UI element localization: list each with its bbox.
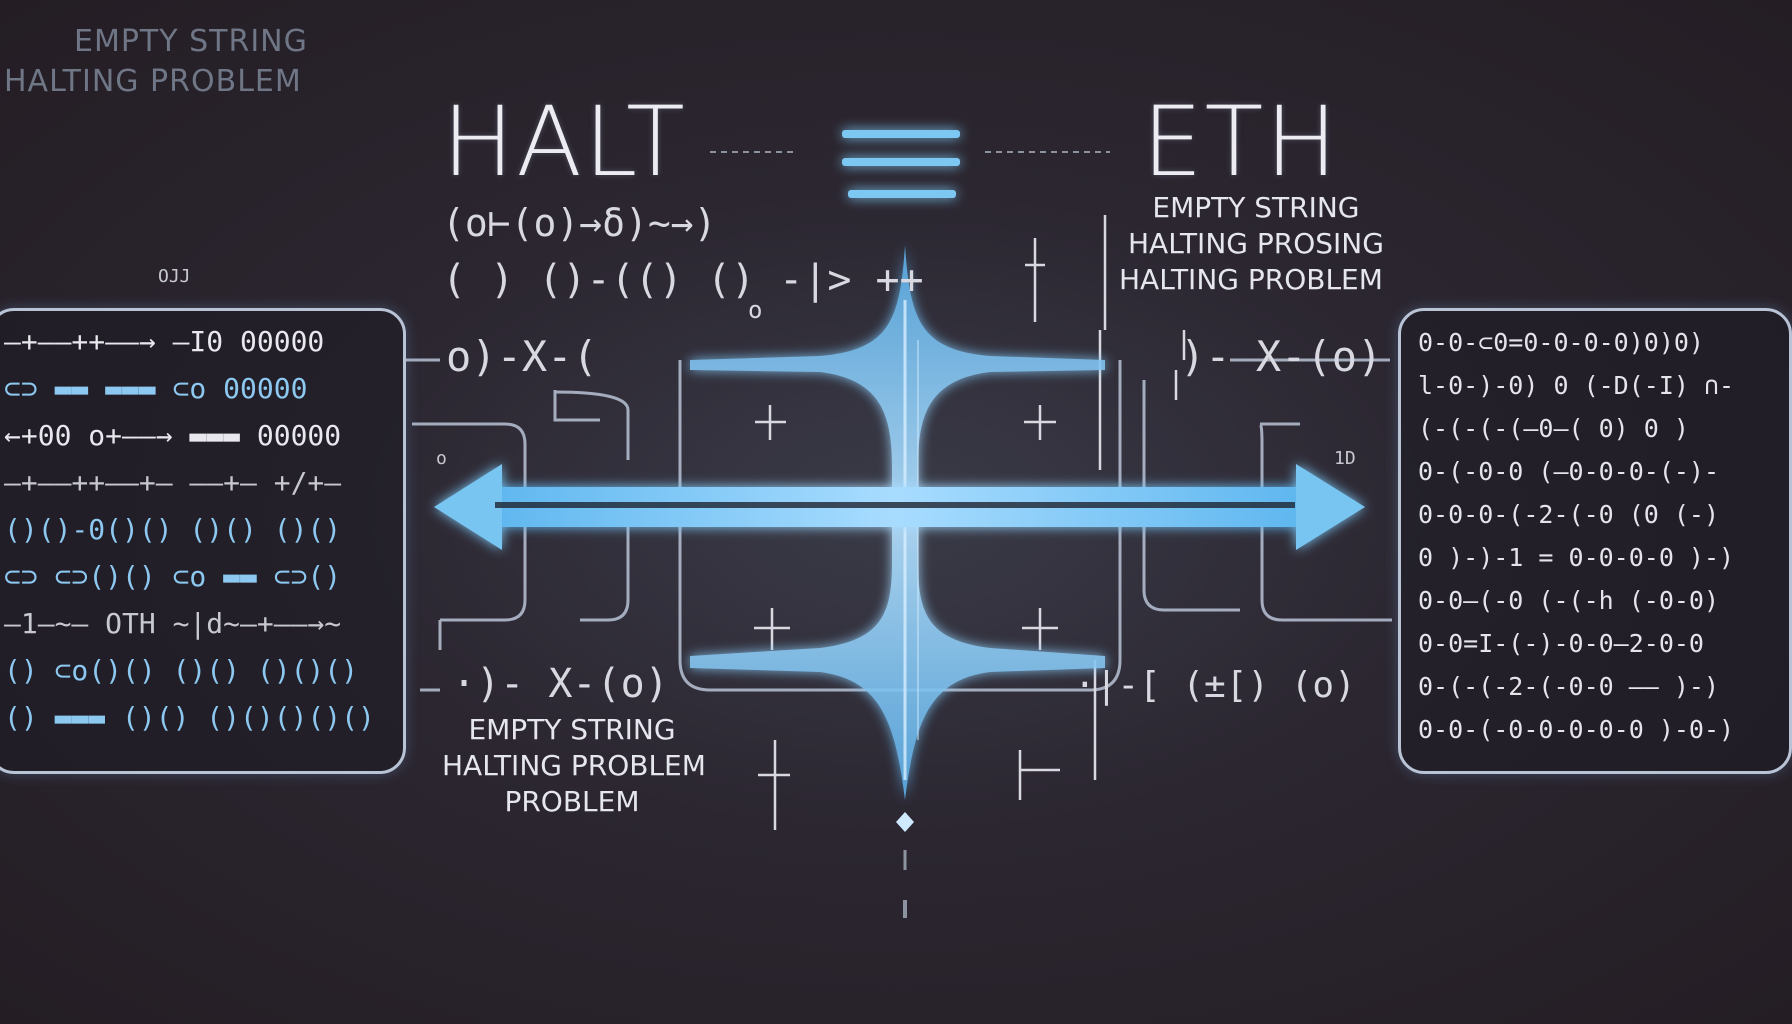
left-box-label: o [436, 448, 447, 469]
left-tape-panel [0, 308, 406, 774]
right-glyph-row-2: ·|-[ (±[) (o) [1074, 665, 1356, 706]
right-caption-line2: HALTING PROSING [1128, 227, 1384, 260]
left-tape-row: ⊂⊃ ▬▬ ▬▬▬ ⊂o 00000 [4, 372, 308, 405]
right-tape-row: 0-0-(-0-0-0-0-0 )-0-) [1418, 715, 1735, 744]
left-tape-row: —+——++——+— ——+— +/+— [4, 466, 342, 499]
title-eth: ETH [1142, 86, 1340, 198]
right-caption-line1: EMPTY STRING [1152, 191, 1360, 224]
corner-label-line1: EMPTY STRING [74, 24, 308, 59]
right-box-label: 1D [1334, 448, 1356, 469]
left-glyph-small: o [748, 296, 763, 324]
left-tape-row: —+——++——→ —I0 00000 [4, 325, 325, 358]
right-tape-panel [1398, 308, 1792, 774]
bottom-caption-line2: HALTING PROBLEM [442, 749, 706, 782]
right-tape-row: (-(-(-(—0—( 0) 0 ) [1418, 414, 1689, 443]
left-tape-row: ←+00 o+——→ ▬▬▬ 00000 [4, 419, 342, 452]
right-glyph-row-1: )- X-(o) [1180, 332, 1383, 381]
right-tape-row: 0-(-0-0 (—0-0-0-(-)- [1418, 457, 1720, 486]
right-caption-line3: HALTING PROBLEM [1119, 263, 1383, 296]
left-glyph-row-2: ( ) ()-(() () -|> ++ [442, 257, 924, 303]
far-left-label: OJJ [158, 266, 191, 287]
equivalence-symbol [842, 130, 960, 198]
bottom-caption: EMPTY STRING HALTING PROBLEM PROBLEM [442, 712, 706, 820]
bottom-caption-line1: EMPTY STRING [468, 713, 676, 746]
right-tape-row: 0-0-0-(-2-(-0 (0 (-) [1418, 500, 1720, 529]
left-glyph-row-4: ·)- X-(o) [452, 661, 669, 707]
title-halt: HALT [442, 86, 687, 198]
right-tape-row: 0-0-⊂0=0-0-0-0)0)0) [1418, 328, 1704, 357]
corner-label-line2: HALTING PROBLEM [4, 64, 302, 99]
plus-marks [754, 215, 1186, 830]
right-tape-row: 0-(-(-2-(-0-0 —— )-) [1418, 672, 1720, 701]
right-tape-row: 0-0=I-(-)-0-0—2-0-0 [1418, 629, 1704, 658]
left-tape-row: ⊂⊃ ⊂⊃()() ⊂o ▬▬ ⊂⊃() [4, 560, 342, 593]
right-caption: EMPTY STRING HALTING PROSING HALTING PRO… [1119, 190, 1384, 298]
right-tape-row: l-0-)-0) 0 (-D(-I) ∩- [1418, 371, 1735, 400]
left-tape-row: ()()-0()() ()() ()() [4, 513, 342, 546]
bottom-caption-line3: PROBLEM [504, 785, 640, 818]
left-glyph-row-1: (o⊢(o)→δ)~→) [442, 201, 717, 245]
left-tape-row: () ▬▬▬ ()() ()()()()() [4, 701, 375, 734]
corner-label: EMPTY STRING HALTING PROBLEM [4, 22, 308, 102]
left-tape-row: —1—~— OTH ~|d~—+——→~ [4, 607, 342, 640]
left-tape-row: () ⊂o()() ()() ()()() [4, 654, 359, 687]
right-tape-row: 0-0—(-0 (-(-h (-0-0) [1418, 586, 1720, 615]
right-tape-row: 0 )-)-1 = 0-0-0-0 )-) [1418, 543, 1735, 572]
left-glyph-row-3: o)-X-( [446, 332, 598, 381]
